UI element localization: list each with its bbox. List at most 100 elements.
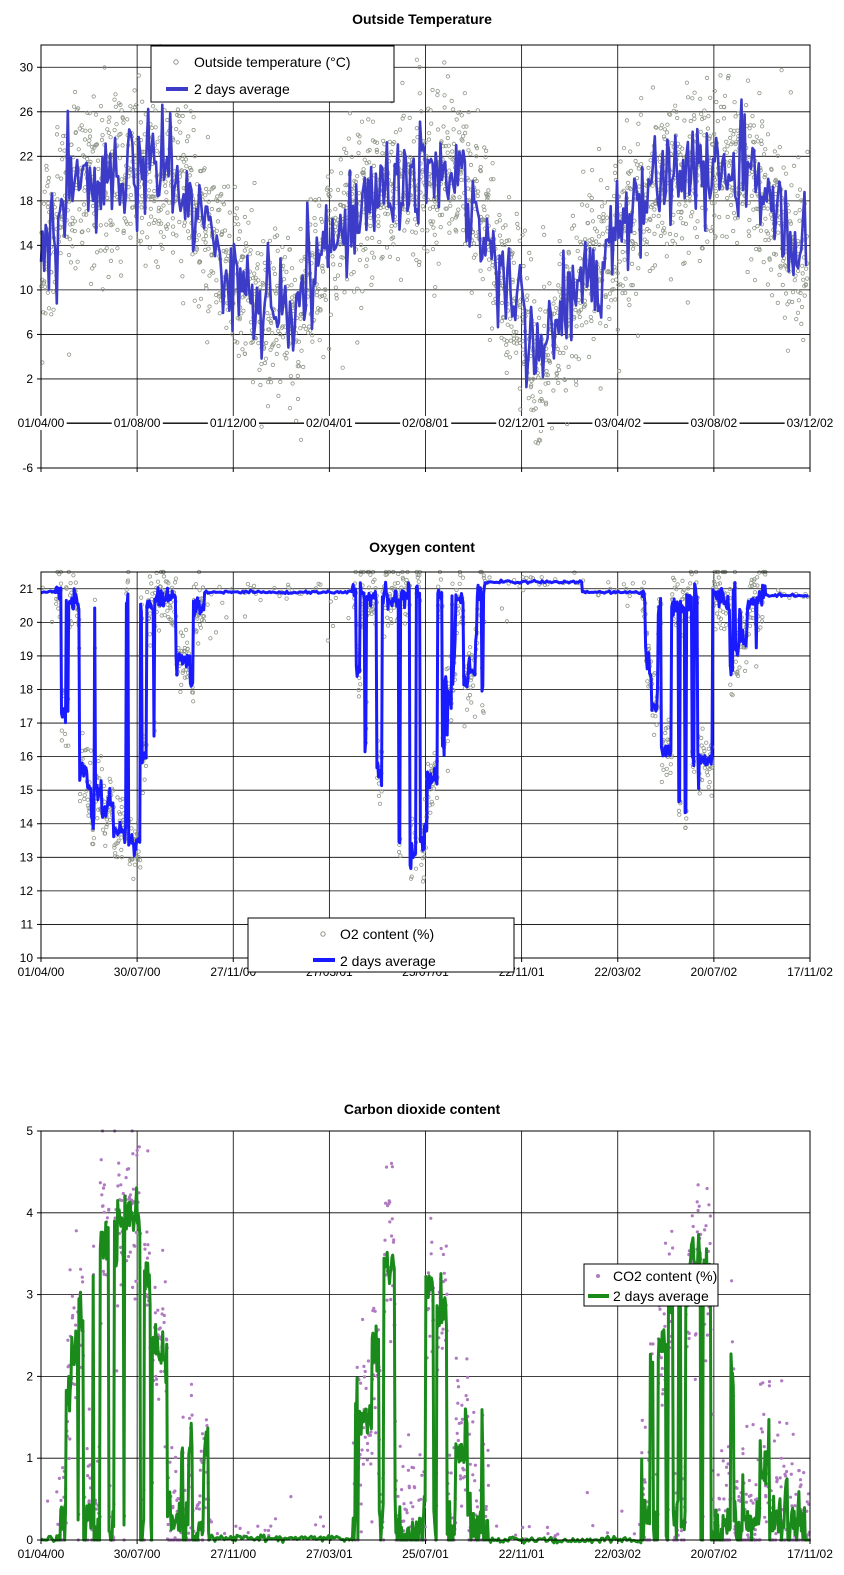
data-point bbox=[697, 1204, 701, 1208]
data-point bbox=[68, 580, 73, 586]
data-point bbox=[128, 1250, 132, 1254]
data-point bbox=[76, 106, 81, 111]
data-point bbox=[466, 142, 471, 147]
data-point bbox=[265, 310, 270, 316]
data-point bbox=[164, 224, 169, 229]
data-point bbox=[367, 160, 372, 165]
data-point bbox=[546, 1532, 550, 1536]
data-point bbox=[427, 1307, 431, 1311]
data-point bbox=[605, 270, 610, 275]
data-point bbox=[366, 117, 371, 122]
data-point bbox=[733, 216, 738, 221]
data-point bbox=[457, 110, 462, 115]
data-point bbox=[638, 162, 644, 167]
data-point bbox=[357, 134, 362, 139]
data-point bbox=[155, 139, 160, 144]
data-point bbox=[503, 223, 508, 228]
data-point bbox=[374, 1431, 378, 1435]
data-point bbox=[466, 198, 472, 203]
data-point bbox=[511, 329, 516, 334]
data-point bbox=[417, 65, 422, 70]
x-tick-label: 20/07/02 bbox=[691, 965, 738, 979]
data-point bbox=[645, 679, 650, 684]
data-point bbox=[106, 274, 111, 280]
data-point bbox=[678, 152, 683, 157]
data-point bbox=[251, 275, 256, 281]
data-point bbox=[116, 838, 121, 843]
data-point bbox=[105, 127, 110, 132]
x-tick-label: 20/07/02 bbox=[691, 1547, 738, 1561]
data-point bbox=[232, 184, 238, 189]
data-point bbox=[473, 1463, 477, 1467]
data-point bbox=[125, 580, 130, 585]
data-point bbox=[475, 193, 480, 199]
data-point bbox=[502, 242, 507, 248]
data-point bbox=[192, 298, 197, 303]
data-point bbox=[802, 293, 807, 298]
data-point bbox=[442, 93, 447, 98]
data-point bbox=[147, 169, 152, 174]
data-point bbox=[280, 244, 285, 250]
data-point bbox=[718, 1497, 722, 1501]
data-point bbox=[616, 368, 622, 374]
data-point bbox=[485, 197, 490, 202]
data-point bbox=[651, 213, 656, 218]
data-point bbox=[518, 407, 523, 412]
data-point bbox=[707, 134, 713, 139]
data-point bbox=[456, 1379, 460, 1383]
data-point bbox=[74, 1229, 78, 1233]
temperature-average-line bbox=[39, 98, 808, 389]
data-point bbox=[702, 108, 707, 113]
data-point bbox=[638, 112, 643, 117]
data-point bbox=[405, 218, 411, 223]
data-point bbox=[81, 1280, 85, 1284]
data-point bbox=[400, 575, 405, 580]
data-point bbox=[152, 188, 157, 194]
data-point bbox=[490, 161, 495, 166]
data-point bbox=[518, 302, 523, 308]
data-point bbox=[704, 740, 709, 745]
data-point bbox=[146, 1243, 150, 1247]
data-point bbox=[545, 372, 551, 378]
y-tick-label: 0 bbox=[26, 1533, 33, 1547]
data-point bbox=[359, 305, 364, 311]
data-point bbox=[51, 289, 56, 294]
data-point bbox=[745, 78, 751, 83]
data-point bbox=[356, 151, 361, 156]
data-point bbox=[140, 230, 145, 235]
data-point bbox=[393, 223, 398, 228]
data-point bbox=[628, 187, 633, 192]
data-point bbox=[775, 300, 780, 305]
data-point bbox=[554, 371, 560, 377]
data-point bbox=[355, 174, 360, 179]
data-point bbox=[201, 618, 206, 624]
data-point bbox=[466, 110, 471, 115]
data-point bbox=[185, 640, 190, 645]
data-point bbox=[376, 224, 381, 229]
data-point bbox=[445, 74, 450, 79]
data-point bbox=[764, 1520, 769, 1524]
x-tick-label: 30/07/00 bbox=[114, 965, 161, 979]
data-point bbox=[428, 1334, 432, 1338]
data-point bbox=[206, 309, 211, 314]
data-point bbox=[628, 149, 633, 154]
data-point bbox=[392, 140, 397, 145]
data-point bbox=[252, 180, 257, 186]
data-point bbox=[456, 207, 461, 212]
data-point bbox=[277, 593, 282, 599]
data-point bbox=[154, 148, 159, 153]
data-point bbox=[759, 1427, 763, 1431]
data-point bbox=[799, 304, 805, 310]
data-point bbox=[145, 1230, 149, 1234]
data-point bbox=[702, 115, 707, 120]
data-point bbox=[170, 250, 176, 255]
data-point bbox=[414, 222, 420, 227]
data-point bbox=[139, 595, 144, 600]
data-point bbox=[785, 302, 790, 307]
data-point bbox=[574, 324, 579, 329]
data-point bbox=[217, 311, 222, 316]
data-point bbox=[66, 1338, 70, 1342]
data-point bbox=[566, 251, 571, 256]
data-point bbox=[45, 204, 51, 210]
